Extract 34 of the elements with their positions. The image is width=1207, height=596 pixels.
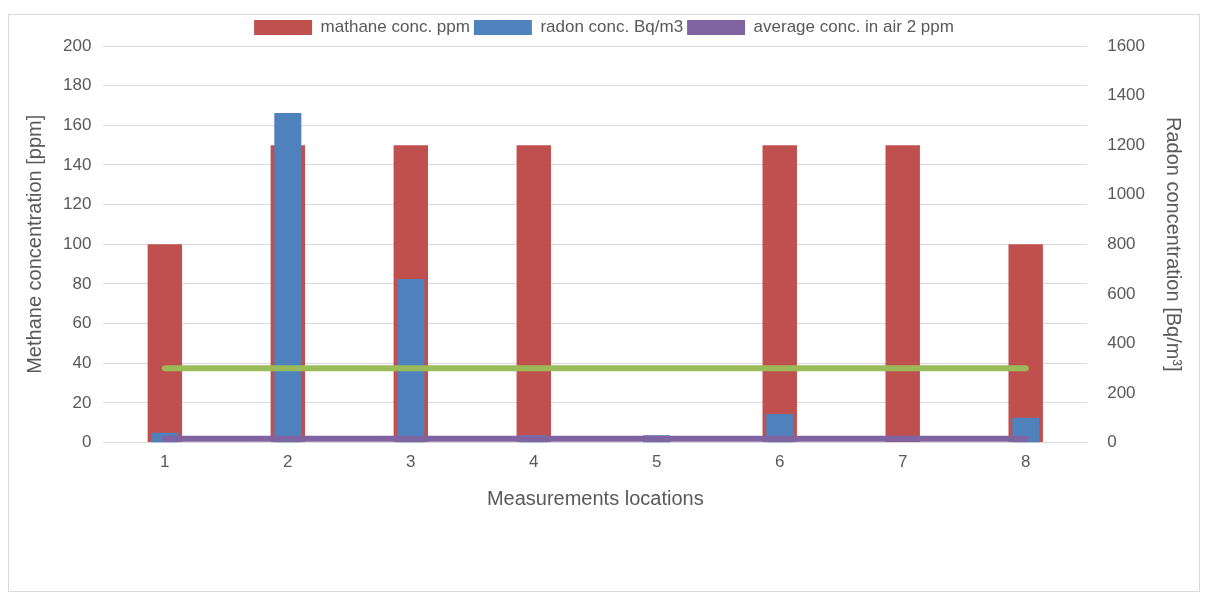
y2-tick-label: 800 [1107, 233, 1136, 253]
x-tick-label: 2 [283, 452, 293, 472]
x-axis-title: Measurements locations [486, 486, 704, 509]
x-tick-label: 5 [652, 452, 662, 472]
y2-tick-label: 400 [1107, 333, 1136, 353]
y-axis-title: Methane concentration [ppm] [22, 114, 45, 374]
y-tick-label: 180 [62, 75, 92, 95]
y-tick-label: 160 [62, 115, 92, 135]
y2-tick-label: 1400 [1107, 85, 1146, 105]
y-tick-label: 200 [62, 35, 92, 55]
x-tick-label: 1 [160, 452, 170, 472]
x-tick-label: 4 [529, 452, 539, 472]
y-tick-label: 20 [72, 392, 92, 412]
legend-label: mathane conc. ppm [320, 17, 470, 37]
x-tick-label: 7 [897, 452, 908, 472]
y-tick-label: 60 [72, 313, 92, 333]
y-tick-label: 0 [81, 432, 92, 452]
y2-tick-label: 200 [1107, 382, 1136, 402]
x-tick-label: 6 [775, 452, 785, 472]
y2-tick-label: 1600 [1107, 35, 1146, 55]
y2-tick-label: 0 [1107, 432, 1117, 452]
y2-axis-title: Radon concentration [Bq/m³] [1163, 117, 1186, 372]
y-tick-label: 120 [62, 194, 92, 214]
y2-tick-label: 1000 [1107, 184, 1146, 204]
y-tick-label: 100 [62, 233, 92, 253]
y-tick-label: 140 [62, 154, 92, 174]
x-tick-label: 8 [1020, 452, 1031, 472]
y2-tick-label: 600 [1107, 283, 1136, 303]
legend-label: average conc. in air 2 ppm [753, 17, 954, 37]
y-tick-label: 80 [72, 273, 92, 293]
legend-label: radon conc. Bq/m3 [540, 17, 684, 37]
y-tick-label: 40 [72, 352, 92, 372]
x-tick-label: 3 [406, 452, 416, 472]
y2-tick-label: 1200 [1107, 134, 1146, 154]
